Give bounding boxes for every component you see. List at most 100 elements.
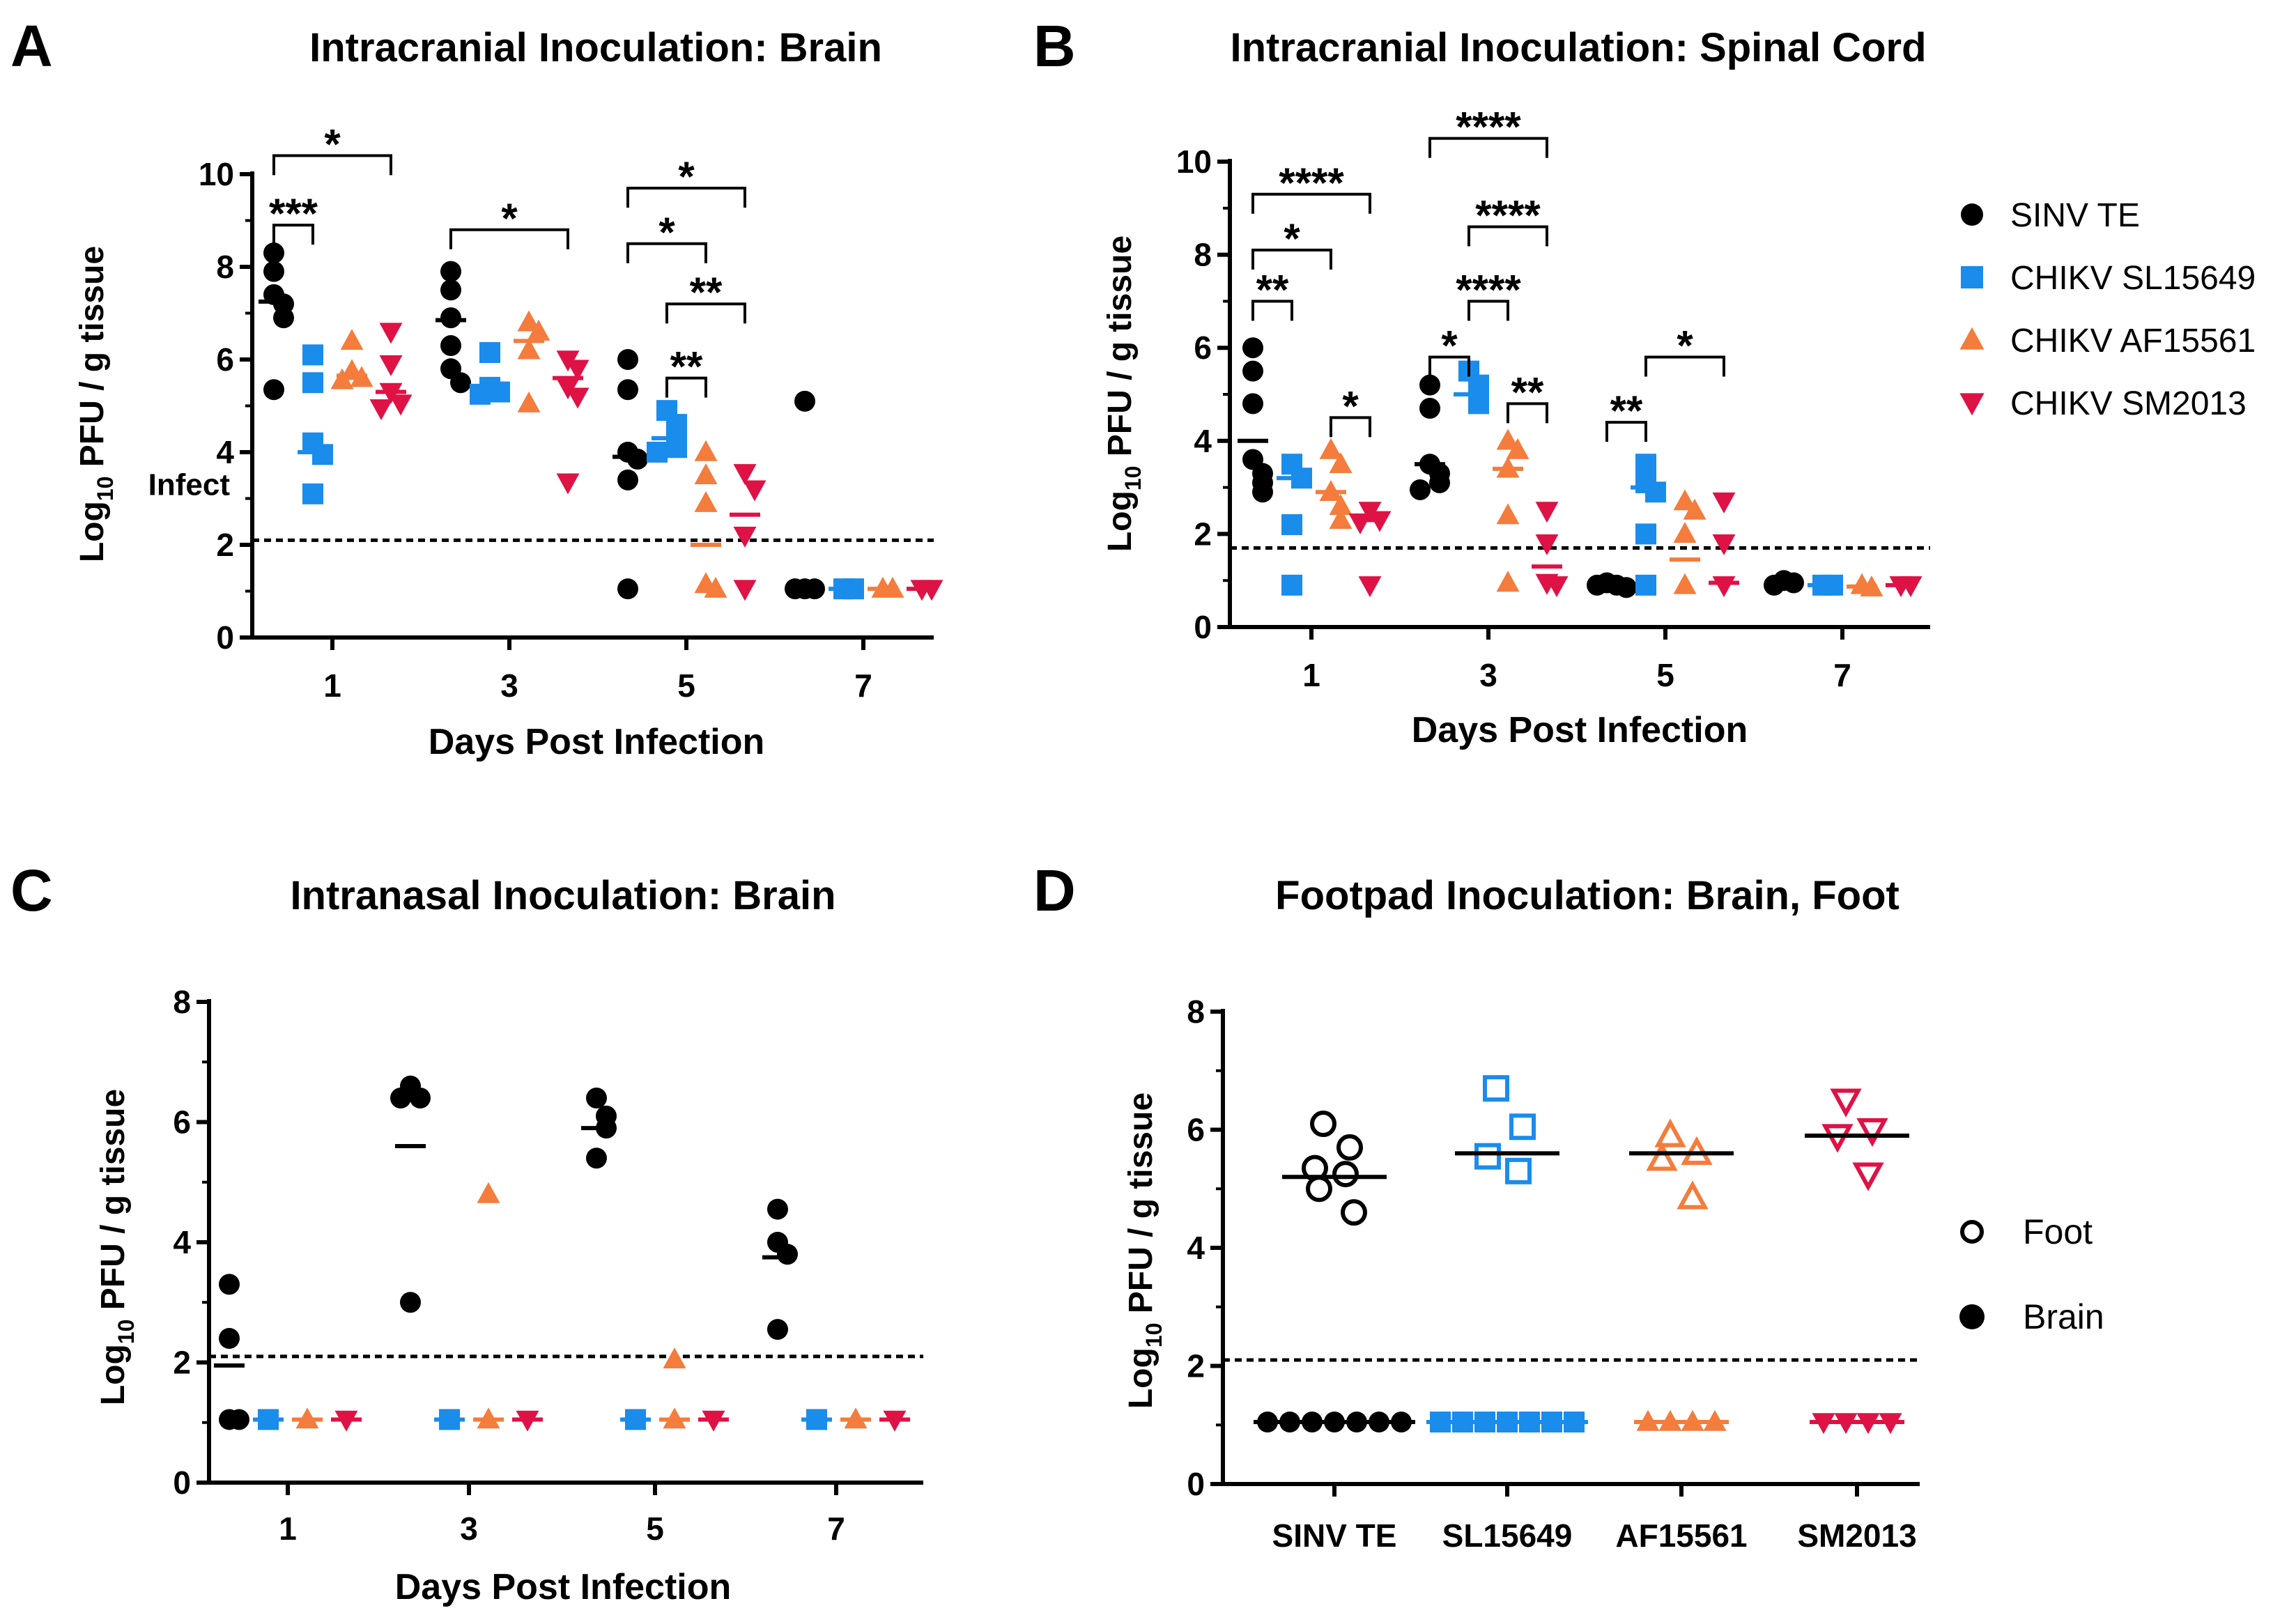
data-point-sm2013 bbox=[1712, 576, 1736, 598]
data-point-sinv bbox=[440, 279, 461, 301]
ylabel-rest: PFU / g tissue bbox=[95, 1089, 132, 1320]
legend-foot-marker bbox=[1960, 1220, 1984, 1244]
panel-a-title: Intracranial Inoculation: Brain bbox=[309, 25, 882, 70]
significance-stars: ** bbox=[1610, 387, 1643, 434]
panel-a-xlabel: Days Post Infection bbox=[429, 722, 765, 762]
x-tick-label: 5 bbox=[677, 667, 695, 704]
significance-stars: **** bbox=[1279, 160, 1344, 206]
x-tick-label: 7 bbox=[827, 1510, 845, 1547]
y-tick-label: 2 bbox=[1194, 516, 1212, 552]
panel-b-title: Intracranial Inoculation: Spinal Cord bbox=[1231, 25, 1927, 70]
data-point-sinv bbox=[400, 1292, 421, 1313]
data-point-sinv bbox=[390, 1088, 411, 1108]
data-point-sl15649 bbox=[1645, 481, 1666, 503]
data-point-af15561 bbox=[330, 368, 354, 389]
legend-label-af15561: CHIKV AF15561 bbox=[2010, 323, 2256, 360]
x-tick-label: 7 bbox=[1833, 657, 1851, 693]
legend-marker-sl15649 bbox=[1961, 266, 1983, 288]
data-point-sinv bbox=[1764, 574, 1785, 596]
data-point-sl15649 bbox=[1281, 574, 1302, 596]
significance-bracket bbox=[1507, 402, 1548, 424]
data-point-af15561 bbox=[1673, 573, 1697, 594]
significance-bracket bbox=[1428, 355, 1470, 377]
panel-letter-a: A bbox=[10, 13, 53, 79]
data-point-sinv bbox=[627, 448, 648, 470]
panel-letter-d: D bbox=[1033, 858, 1076, 923]
foot-point-sm2013 bbox=[1852, 1162, 1884, 1191]
data-point-sinv bbox=[440, 261, 461, 282]
y-tick-label: 4 bbox=[173, 1224, 191, 1260]
significance-bracket bbox=[626, 242, 707, 263]
significance-bracket bbox=[1605, 421, 1647, 442]
y-tick-label: 6 bbox=[173, 1104, 191, 1141]
y-tick-label: 6 bbox=[1194, 330, 1212, 366]
legend-brain-label: Brain bbox=[2023, 1297, 2104, 1336]
data-point-af15561 bbox=[1329, 451, 1353, 473]
panel-b-ylabel: Log10 PFU / g tissue bbox=[1102, 235, 1146, 552]
data-point-sm2013 bbox=[369, 399, 393, 421]
legend-label-sl15649: CHIKV SL15649 bbox=[2010, 260, 2256, 297]
foot-point-sl15649 bbox=[1509, 1113, 1536, 1141]
data-point-sm2013 bbox=[1535, 502, 1559, 523]
y-tick-label: 4 bbox=[1187, 1230, 1205, 1266]
data-point-sinv bbox=[794, 390, 815, 412]
x-tick-label: 3 bbox=[1479, 657, 1497, 693]
data-point-sinv bbox=[617, 578, 638, 600]
data-point-sinv bbox=[263, 261, 284, 282]
data-point-sl15649 bbox=[302, 372, 323, 394]
y-tick-label: 8 bbox=[1187, 994, 1205, 1030]
data-point-sm2013 bbox=[733, 464, 757, 486]
significance-bracket bbox=[1644, 355, 1725, 377]
y-tick-label: 8 bbox=[1194, 237, 1212, 273]
data-point-sm2013 bbox=[1358, 576, 1382, 598]
y-tick-label: 10 bbox=[199, 156, 234, 192]
foot-point-sl15649 bbox=[1483, 1075, 1509, 1102]
data-point-sl15649 bbox=[1635, 523, 1656, 545]
data-point-af15561 bbox=[704, 576, 727, 598]
data-point-sl15649 bbox=[312, 444, 333, 465]
data-point-sinv bbox=[273, 307, 294, 329]
data-point-sl15649 bbox=[1635, 574, 1656, 596]
x-tick-label: 7 bbox=[854, 667, 872, 704]
data-point-sm2013 bbox=[1535, 534, 1559, 556]
data-point-sm2013 bbox=[1712, 492, 1736, 513]
data-point-sm2013 bbox=[1712, 534, 1736, 556]
x-tick-label: SINV TE bbox=[1272, 1517, 1397, 1554]
data-point-sinv bbox=[1429, 472, 1450, 493]
y-tick-label: 4 bbox=[216, 434, 234, 470]
significance-stars: * bbox=[1284, 215, 1300, 262]
data-point-sinv bbox=[219, 1274, 240, 1295]
significance-bracket bbox=[665, 376, 707, 398]
ylabel-rest: PFU / g tissue bbox=[1102, 235, 1139, 466]
legend-marker-shape bbox=[1959, 393, 1985, 416]
panel-a-infect-annotation: Infect bbox=[148, 468, 231, 502]
data-point-sinv bbox=[219, 1328, 240, 1349]
significance-bracket bbox=[272, 154, 392, 176]
y-tick-label: 8 bbox=[216, 249, 234, 285]
panel-letter-c: C bbox=[10, 858, 53, 923]
foot-point-sm2013 bbox=[1830, 1088, 1862, 1118]
legend-brain-marker bbox=[1959, 1304, 1985, 1329]
significance-bracket bbox=[449, 228, 569, 249]
significance-bracket bbox=[1467, 300, 1509, 321]
data-point-af15561 bbox=[527, 319, 550, 341]
ylabel-rest: PFU / g tissue bbox=[74, 246, 111, 477]
data-point-sl15649 bbox=[1281, 514, 1302, 536]
panel-d-title: Footpad Inoculation: Brain, Foot bbox=[1275, 873, 1900, 918]
y-tick-label: 0 bbox=[1194, 609, 1212, 645]
main-legend: SINV TE CHIKV SL15649 CHIKV AF15561 CHIK… bbox=[1959, 197, 2256, 422]
y-tick-label: 0 bbox=[1187, 1466, 1205, 1502]
data-point-sl15649 bbox=[302, 344, 323, 366]
data-point-af15561 bbox=[477, 1182, 500, 1203]
data-point-sl15649 bbox=[1468, 393, 1489, 415]
y-tick-label: 6 bbox=[1187, 1112, 1205, 1148]
foot-point-af15561 bbox=[1654, 1118, 1686, 1148]
x-tick-label: 1 bbox=[323, 667, 341, 704]
significance-bracket bbox=[1467, 225, 1548, 247]
legend-marker-sinv bbox=[1961, 203, 1983, 226]
data-point-sl15649 bbox=[470, 383, 491, 405]
x-tick-label: 5 bbox=[1656, 657, 1674, 693]
data-point-sinv bbox=[440, 307, 461, 329]
foot-point-sinv bbox=[1336, 1134, 1363, 1161]
